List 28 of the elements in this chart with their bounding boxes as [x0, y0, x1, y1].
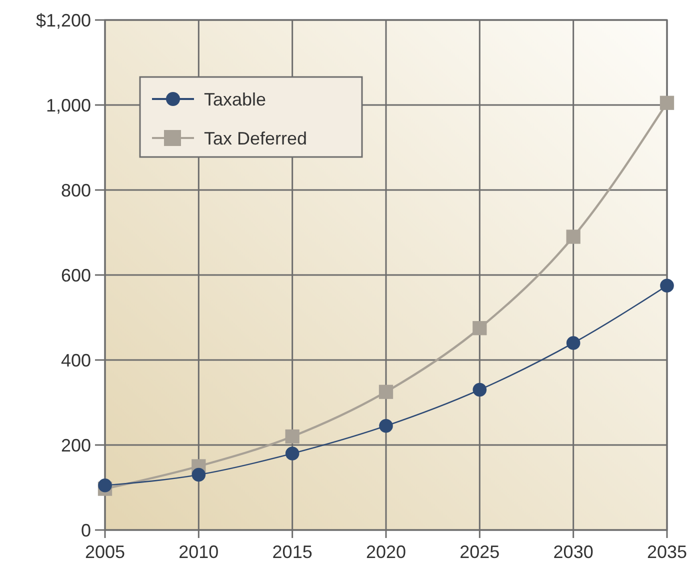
point — [285, 429, 300, 444]
point — [472, 321, 487, 336]
legend-label: Taxable — [204, 89, 266, 110]
y-tick-label: 0 — [80, 520, 91, 540]
point — [285, 446, 300, 460]
x-tick-label: 2005 — [84, 542, 126, 562]
x-tick-label: 2010 — [178, 542, 219, 562]
point — [378, 384, 394, 399]
y-tick-label: 400 — [60, 350, 91, 370]
point — [566, 336, 580, 350]
point — [98, 478, 112, 492]
y-tick-label: 200 — [60, 435, 91, 456]
x-tick-label: 2020 — [366, 542, 406, 562]
y-tick-label: 600 — [60, 265, 91, 286]
point — [192, 468, 206, 482]
point — [472, 382, 487, 397]
point — [660, 96, 674, 110]
x-tick-label: 2015 — [272, 542, 312, 562]
y-tick-label: 800 — [60, 180, 91, 200]
x-tick-label: 2030 — [553, 542, 594, 562]
y-tick-label: 1,000 — [46, 95, 91, 116]
point — [660, 278, 674, 293]
y-tick-label: $1,200 — [36, 10, 91, 30]
x-tick-label: 2035 — [646, 542, 688, 562]
point — [566, 230, 580, 244]
legend-label: Tax Deferred — [204, 128, 308, 148]
x-tick-label: 2025 — [460, 542, 500, 562]
point — [379, 418, 393, 433]
